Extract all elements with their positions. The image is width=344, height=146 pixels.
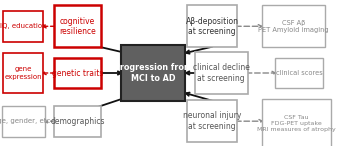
Text: clinical decline
at screening: clinical decline at screening (193, 63, 250, 83)
Text: CSF Aβ
PET Amyloid imaging: CSF Aβ PET Amyloid imaging (258, 20, 329, 33)
FancyBboxPatch shape (275, 58, 323, 88)
Text: CSF Tau
FDG-PET uptake
MRI measures of atrophy: CSF Tau FDG-PET uptake MRI measures of a… (257, 115, 336, 132)
Text: demographics: demographics (50, 117, 105, 126)
Text: Progression from
MCI to AD: Progression from MCI to AD (114, 63, 192, 83)
FancyBboxPatch shape (121, 45, 185, 101)
FancyBboxPatch shape (3, 11, 43, 42)
FancyBboxPatch shape (262, 99, 331, 146)
FancyBboxPatch shape (54, 106, 100, 137)
Text: age, gender, etc.: age, gender, etc. (0, 118, 53, 124)
Text: genetic traits: genetic traits (52, 68, 103, 78)
Text: Aβ-deposition
at screening: Aβ-deposition at screening (186, 17, 239, 36)
FancyBboxPatch shape (187, 100, 237, 142)
FancyBboxPatch shape (187, 5, 237, 47)
FancyBboxPatch shape (3, 53, 43, 93)
Text: neuronal injury
at screening: neuronal injury at screening (183, 112, 241, 131)
FancyBboxPatch shape (54, 5, 100, 47)
FancyBboxPatch shape (2, 106, 45, 137)
FancyBboxPatch shape (54, 58, 100, 88)
Text: IQ, education: IQ, education (0, 23, 46, 29)
FancyBboxPatch shape (195, 52, 248, 94)
Text: clinical scores: clinical scores (276, 70, 323, 76)
Text: gene
expression: gene expression (4, 66, 42, 80)
FancyBboxPatch shape (261, 5, 325, 47)
Text: cognitive
resilience: cognitive resilience (59, 17, 96, 36)
